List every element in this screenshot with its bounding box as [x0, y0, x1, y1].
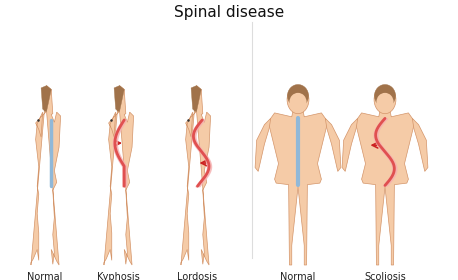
Ellipse shape: [288, 85, 309, 107]
Ellipse shape: [376, 93, 393, 111]
Text: Kyphosis: Kyphosis: [97, 272, 139, 280]
Polygon shape: [325, 118, 341, 171]
Polygon shape: [355, 109, 414, 265]
Polygon shape: [412, 118, 428, 171]
Text: Scoliosis: Scoliosis: [364, 272, 406, 280]
Polygon shape: [181, 86, 211, 265]
Polygon shape: [114, 86, 124, 111]
Polygon shape: [31, 86, 60, 265]
Text: Normal: Normal: [27, 272, 63, 280]
Text: Normal: Normal: [280, 272, 316, 280]
Polygon shape: [342, 118, 358, 171]
Polygon shape: [268, 109, 327, 265]
Ellipse shape: [287, 86, 309, 114]
Polygon shape: [104, 86, 134, 265]
Polygon shape: [191, 86, 201, 111]
Polygon shape: [255, 118, 271, 171]
Ellipse shape: [289, 93, 306, 111]
Text: Spinal disease: Spinal disease: [174, 5, 284, 20]
Ellipse shape: [374, 86, 396, 114]
Text: Lordosis: Lordosis: [177, 272, 217, 280]
Ellipse shape: [375, 85, 396, 107]
Polygon shape: [41, 86, 51, 111]
